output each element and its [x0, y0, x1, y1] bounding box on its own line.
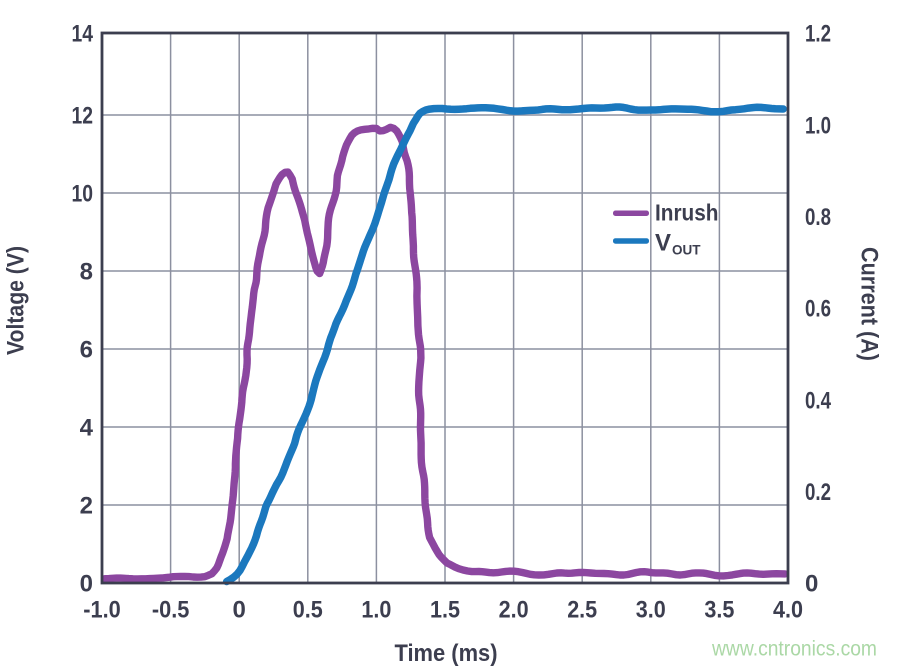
svg-text:0: 0	[80, 571, 93, 598]
svg-text:V: V	[655, 230, 671, 257]
svg-text:0: 0	[233, 597, 246, 624]
svg-text:2.0: 2.0	[499, 597, 529, 624]
svg-text:0.5: 0.5	[293, 597, 323, 624]
svg-text:14: 14	[72, 21, 94, 48]
svg-text:10: 10	[72, 181, 94, 208]
svg-text:4: 4	[80, 415, 94, 442]
svg-text:OUT: OUT	[672, 243, 701, 258]
svg-text:3.0: 3.0	[636, 597, 666, 624]
svg-text:2: 2	[80, 493, 93, 520]
svg-text:3.5: 3.5	[704, 597, 734, 624]
svg-text:Voltage (V): Voltage (V)	[3, 246, 30, 355]
svg-text:Current (A): Current (A)	[856, 247, 883, 361]
svg-text:1.0: 1.0	[361, 597, 391, 624]
svg-text:0.8: 0.8	[805, 204, 831, 231]
svg-text:1.2: 1.2	[805, 21, 831, 48]
svg-text:Time (ms): Time (ms)	[395, 640, 498, 666]
svg-text:1.0: 1.0	[805, 112, 831, 139]
svg-text:0.2: 0.2	[805, 479, 831, 506]
svg-text:www.cntronics.com: www.cntronics.com	[711, 638, 877, 661]
svg-text:0.6: 0.6	[805, 296, 831, 323]
svg-text:1.5: 1.5	[430, 597, 460, 624]
svg-text:-1.0: -1.0	[83, 597, 121, 624]
svg-text:0.4: 0.4	[805, 387, 831, 414]
svg-text:Inrush: Inrush	[655, 200, 719, 226]
svg-text:8: 8	[80, 259, 93, 286]
svg-text:2.5: 2.5	[567, 597, 597, 624]
svg-text:-0.5: -0.5	[152, 597, 190, 624]
svg-text:6: 6	[80, 337, 93, 364]
svg-text:4.0: 4.0	[773, 597, 803, 624]
svg-text:12: 12	[72, 103, 94, 130]
svg-text:0: 0	[805, 571, 818, 598]
